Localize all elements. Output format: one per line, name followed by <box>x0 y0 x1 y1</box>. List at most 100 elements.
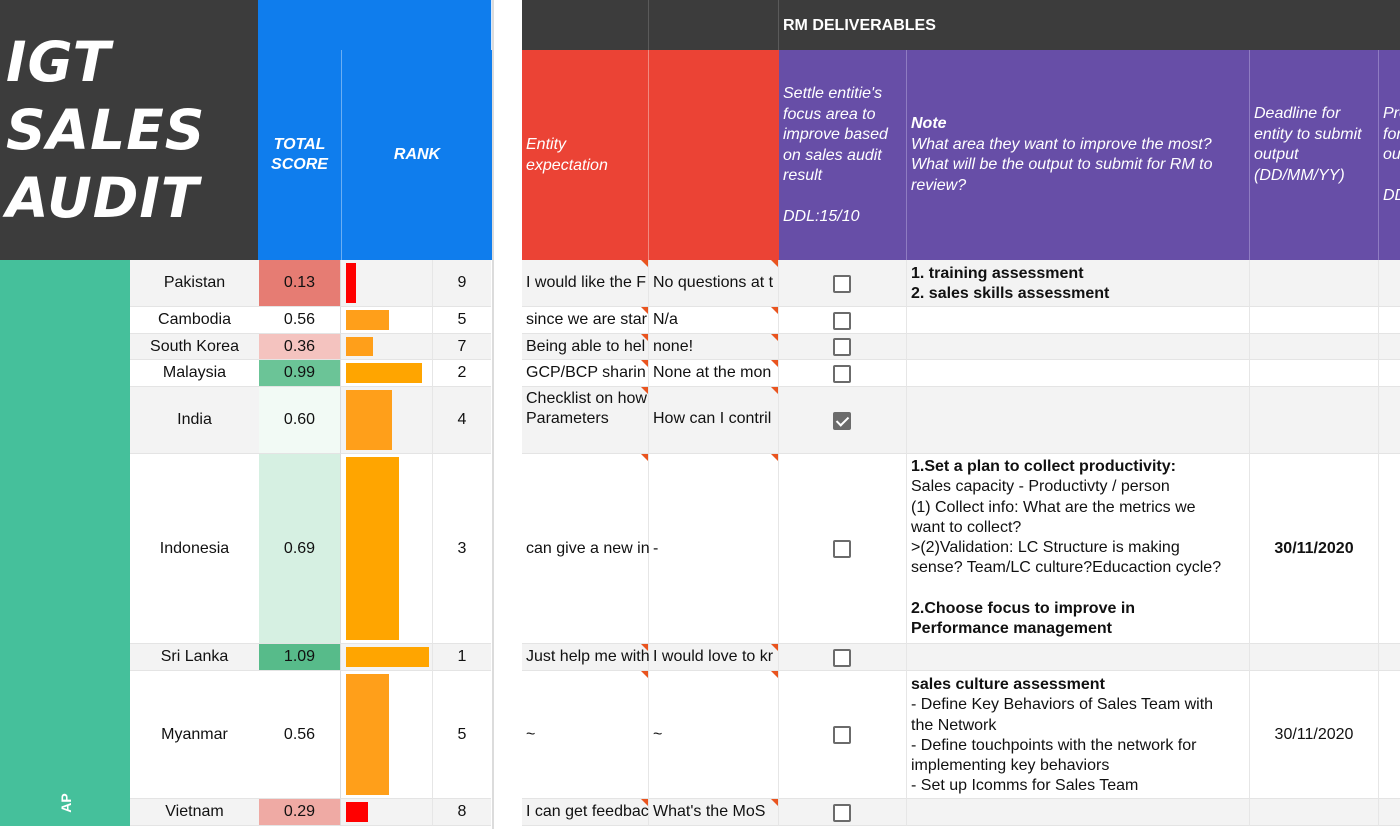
partial-column-cell[interactable] <box>1379 644 1400 671</box>
entity-expectation-cell[interactable]: since we are star <box>522 307 649 334</box>
rank-sparkline-cell[interactable] <box>341 360 433 387</box>
rank-sparkline-cell[interactable] <box>341 387 433 454</box>
comment-indicator[interactable] <box>641 799 648 806</box>
comment-indicator[interactable] <box>771 334 778 341</box>
country-cell[interactable]: Sri Lanka <box>130 644 259 671</box>
rank-cell[interactable]: 9 <box>433 260 491 307</box>
entity-question-cell[interactable]: None at the mon <box>649 360 779 387</box>
total-score-cell[interactable]: 0.69 <box>259 454 341 644</box>
country-cell[interactable]: Indonesia <box>130 454 259 644</box>
deadline-cell[interactable] <box>1250 334 1379 360</box>
partial-column-cell[interactable] <box>1379 387 1400 454</box>
country-cell[interactable]: India <box>130 387 259 454</box>
header-total-score[interactable]: TOTAL SCORE <box>258 50 342 260</box>
comment-indicator[interactable] <box>771 260 778 267</box>
region-cell-ap[interactable]: AP <box>0 260 130 826</box>
country-cell[interactable]: South Korea <box>130 334 259 360</box>
rank-sparkline-cell[interactable] <box>341 260 433 307</box>
header-entity-expectation[interactable]: Entity expectation <box>522 50 649 260</box>
entity-expectation-cell[interactable]: Checklist on how Parameters <box>522 387 649 454</box>
rank-cell[interactable]: 8 <box>433 799 491 826</box>
comment-indicator[interactable] <box>641 671 648 678</box>
note-cell[interactable]: sales culture assessment - Define Key Beh… <box>907 671 1250 799</box>
deadline-cell[interactable] <box>1250 799 1379 826</box>
comment-indicator[interactable] <box>641 644 648 651</box>
entity-question-cell[interactable]: I would love to kr <box>649 644 779 671</box>
total-score-cell[interactable]: 1.09 <box>259 644 341 671</box>
checkbox-unchecked[interactable] <box>833 804 851 822</box>
entity-expectation-cell[interactable]: can give a new in <box>522 454 649 644</box>
comment-indicator[interactable] <box>771 360 778 367</box>
rank-cell[interactable]: 7 <box>433 334 491 360</box>
note-cell[interactable]: 1. training assessment 2. sales skills as… <box>907 260 1250 307</box>
country-cell[interactable]: Vietnam <box>130 799 259 826</box>
entity-expectation-cell[interactable]: ~ <box>522 671 649 799</box>
entity-question-cell[interactable]: none! <box>649 334 779 360</box>
comment-indicator[interactable] <box>641 260 648 267</box>
rank-cell[interactable]: 2 <box>433 360 491 387</box>
header-deadline[interactable]: Deadline for entity to submit output (DD/MM… <box>1250 50 1379 260</box>
note-cell[interactable] <box>907 334 1250 360</box>
entity-question-cell[interactable]: - <box>649 454 779 644</box>
deadline-cell[interactable] <box>1250 387 1379 454</box>
frozen-pane-divider[interactable] <box>492 0 522 829</box>
comment-indicator[interactable] <box>771 307 778 314</box>
total-score-cell[interactable]: 0.56 <box>259 307 341 334</box>
deadline-cell[interactable] <box>1250 644 1379 671</box>
note-cell[interactable] <box>907 360 1250 387</box>
partial-column-cell[interactable] <box>1379 260 1400 307</box>
focus-area-checkbox-cell[interactable] <box>779 334 907 360</box>
comment-indicator[interactable] <box>771 671 778 678</box>
total-score-cell[interactable]: 0.99 <box>259 360 341 387</box>
focus-area-checkbox-cell[interactable] <box>779 260 907 307</box>
header-rm-deliverables[interactable]: RM DELIVERABLES <box>779 0 1400 50</box>
focus-area-checkbox-cell[interactable] <box>779 307 907 334</box>
total-score-cell[interactable]: 0.60 <box>259 387 341 454</box>
rank-sparkline-cell[interactable] <box>341 334 433 360</box>
entity-question-cell[interactable]: ~ <box>649 671 779 799</box>
deadline-cell[interactable] <box>1250 360 1379 387</box>
rank-cell[interactable]: 1 <box>433 644 491 671</box>
partial-column-cell[interactable] <box>1379 360 1400 387</box>
deadline-cell[interactable]: 30/11/2020 <box>1250 671 1379 799</box>
comment-indicator[interactable] <box>641 334 648 341</box>
comment-indicator[interactable] <box>641 360 648 367</box>
rank-sparkline-cell[interactable] <box>341 644 433 671</box>
focus-area-checkbox-cell[interactable] <box>779 454 907 644</box>
comment-indicator[interactable] <box>641 454 648 461</box>
note-cell[interactable] <box>907 799 1250 826</box>
rank-cell[interactable]: 5 <box>433 671 491 799</box>
total-score-cell[interactable]: 0.13 <box>259 260 341 307</box>
rank-sparkline-cell[interactable] <box>341 799 433 826</box>
header-question-column[interactable] <box>649 50 779 260</box>
entity-expectation-cell[interactable]: GCP/BCP sharin <box>522 360 649 387</box>
entity-expectation-cell[interactable]: Just help me with <box>522 644 649 671</box>
partial-column-cell[interactable] <box>1379 799 1400 826</box>
comment-indicator[interactable] <box>641 387 648 394</box>
comment-indicator[interactable] <box>641 307 648 314</box>
focus-area-checkbox-cell[interactable] <box>779 387 907 454</box>
deadline-cell[interactable] <box>1250 307 1379 334</box>
entity-expectation-cell[interactable]: I can get feedbac <box>522 799 649 826</box>
rank-cell[interactable]: 5 <box>433 307 491 334</box>
header-rank[interactable]: RANK <box>342 50 492 260</box>
country-cell[interactable]: Myanmar <box>130 671 259 799</box>
partial-column-cell[interactable] <box>1379 307 1400 334</box>
entity-expectation-cell[interactable]: I would like the F <box>522 260 649 307</box>
entity-question-cell[interactable]: How can I contril <box>649 387 779 454</box>
rank-cell[interactable]: 3 <box>433 454 491 644</box>
total-score-cell[interactable]: 0.29 <box>259 799 341 826</box>
checkbox-unchecked[interactable] <box>833 726 851 744</box>
comment-indicator[interactable] <box>771 387 778 394</box>
rank-sparkline-cell[interactable] <box>341 307 433 334</box>
partial-column-cell[interactable] <box>1379 454 1400 644</box>
checkbox-unchecked[interactable] <box>833 275 851 293</box>
comment-indicator[interactable] <box>771 454 778 461</box>
focus-area-checkbox-cell[interactable] <box>779 799 907 826</box>
entity-expectation-cell[interactable]: Being able to hel <box>522 334 649 360</box>
entity-question-cell[interactable]: What's the MoS <box>649 799 779 826</box>
note-cell[interactable]: 1.Set a plan to collect productivity: Sal… <box>907 454 1250 644</box>
checkbox-unchecked[interactable] <box>833 338 851 356</box>
header-note[interactable]: Note What area they want to improve the … <box>907 50 1250 260</box>
rank-sparkline-cell[interactable] <box>341 454 433 644</box>
